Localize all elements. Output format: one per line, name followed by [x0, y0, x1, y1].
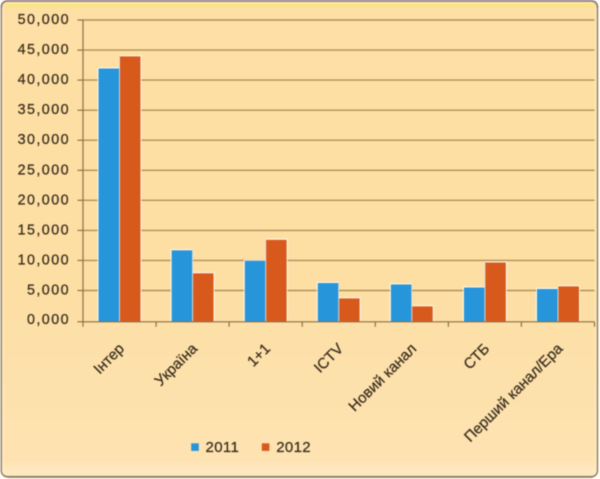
svg-text:2012: 2012 [276, 439, 311, 456]
svg-text:2011: 2011 [206, 439, 240, 456]
svg-text:45,000: 45,000 [18, 42, 70, 58]
svg-text:50,000: 50,000 [18, 12, 70, 28]
svg-text:20,000: 20,000 [18, 192, 70, 208]
svg-text:25,000: 25,000 [18, 162, 70, 178]
svg-text:5,000: 5,000 [27, 283, 70, 299]
svg-text:35,000: 35,000 [18, 102, 70, 118]
svg-text:15,000: 15,000 [18, 222, 70, 238]
svg-text:10,000: 10,000 [18, 252, 70, 268]
svg-text:30,000: 30,000 [18, 132, 70, 148]
svg-text:0,000: 0,000 [27, 312, 70, 328]
svg-text:40,000: 40,000 [18, 72, 70, 88]
